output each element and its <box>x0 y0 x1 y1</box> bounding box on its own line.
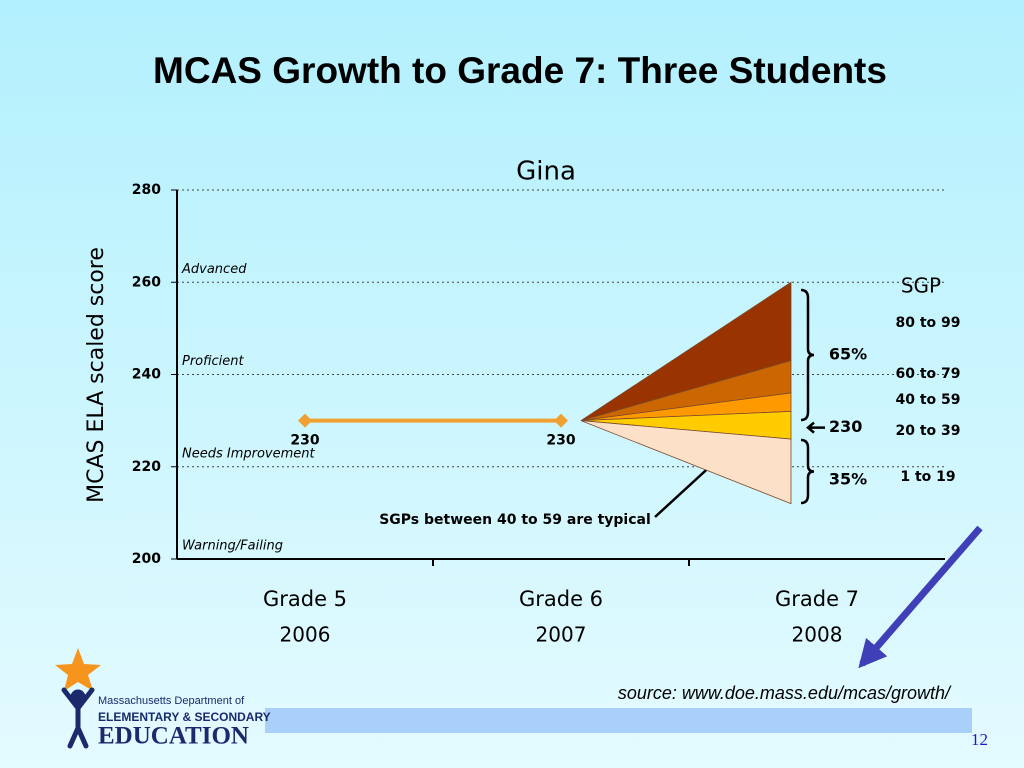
level-label: Advanced <box>181 262 247 277</box>
logo-figure <box>61 687 95 749</box>
logo-line: ELEMENTARY & SECONDARY <box>98 710 271 724</box>
logo-line: EDUCATION <box>98 723 249 750</box>
y-tick-label: 280 <box>132 182 161 198</box>
y-tick-label: 200 <box>132 551 161 567</box>
brace <box>800 288 815 422</box>
sgp-label: 20 to 39 <box>895 423 960 439</box>
sgp-label: 80 to 99 <box>895 315 960 331</box>
chart-title: Gina <box>516 157 576 187</box>
slide-title: MCAS Growth to Grade 7: Three Students <box>153 50 887 91</box>
sgp-title: SGP <box>901 274 941 298</box>
brace <box>800 438 815 505</box>
sgp-label: 40 to 59 <box>895 392 960 408</box>
page-number: 12 <box>971 730 988 749</box>
y-tick-label: 240 <box>132 367 161 383</box>
sgp-label: 1 to 19 <box>900 469 955 485</box>
logo-line: Massachusetts Department of <box>98 695 245 707</box>
marker <box>554 413 568 428</box>
data-label: 230 <box>290 433 319 449</box>
x-tick-year: 2008 <box>792 623 843 647</box>
footer-bar <box>265 708 972 733</box>
sgp-wedge <box>580 420 792 505</box>
marker <box>298 413 312 428</box>
share-label: 35% <box>829 470 867 489</box>
level-label: Proficient <box>182 354 245 369</box>
x-tick-year: 2006 <box>280 623 331 647</box>
x-tick-label: Grade 7 <box>775 587 859 611</box>
source: source: www.doe.mass.edu/mcas/growth/ <box>618 683 952 703</box>
y-axis-label: MCAS ELA scaled score <box>84 247 109 503</box>
pointer-arrow <box>806 421 825 434</box>
data-label: 230 <box>546 433 575 449</box>
sgp-label: 60 to 79 <box>895 366 960 382</box>
x-tick-label: Grade 6 <box>519 587 603 611</box>
logo-star <box>55 648 101 691</box>
share-label: 65% <box>829 345 867 364</box>
level-label: Warning/Failing <box>182 539 283 554</box>
x-tick-year: 2007 <box>536 623 587 647</box>
annotation: SGPs between 40 to 59 are typical <box>379 512 651 528</box>
pointer-label: 230 <box>829 417 862 436</box>
y-tick-label: 260 <box>132 274 161 290</box>
source-arrow <box>858 525 983 669</box>
x-tick-label: Grade 5 <box>263 587 347 611</box>
y-tick-label: 220 <box>132 459 161 475</box>
level-label: Needs Improvement <box>182 446 316 461</box>
